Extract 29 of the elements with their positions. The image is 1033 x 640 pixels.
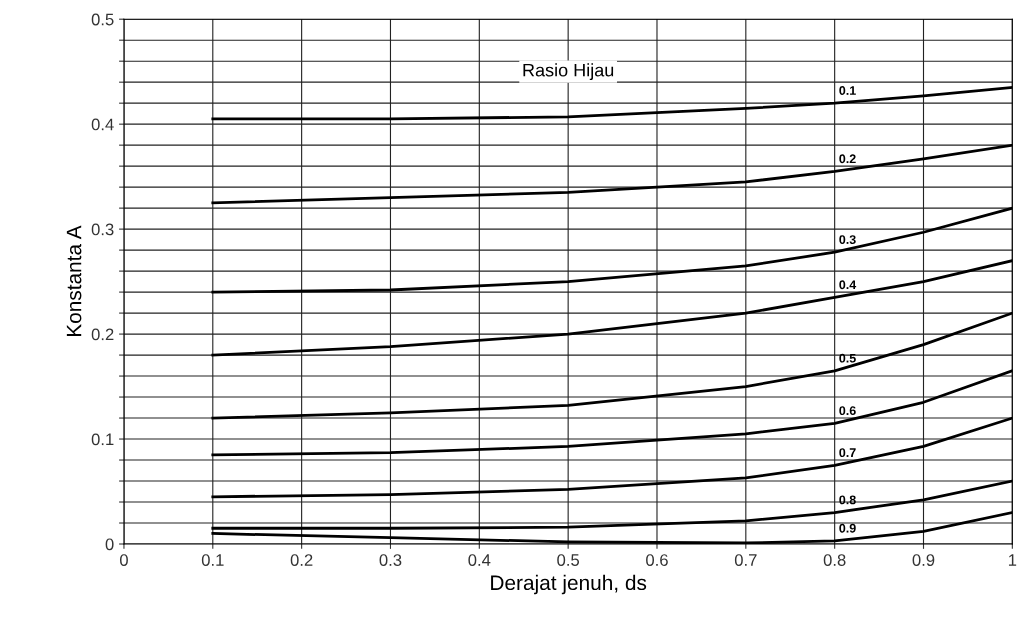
series-label: 0.6	[839, 406, 856, 416]
x-tick-label: 1	[1008, 554, 1017, 566]
series-label: 0.3	[839, 235, 856, 245]
series-label: 0.9	[839, 523, 856, 533]
series-label: 0.5	[839, 353, 856, 363]
x-tick-label: 0.1	[201, 554, 224, 566]
series-label: 0.4	[839, 280, 857, 290]
x-tick-label: 0.8	[823, 554, 846, 566]
y-tick-label: 0.3	[91, 223, 114, 236]
x-tick-label: 0	[119, 554, 128, 566]
y-tick-label: 0.1	[91, 433, 114, 446]
series-label: 0.2	[839, 154, 856, 164]
y-tick-label: 0.4	[91, 118, 114, 131]
x-tick-label: 0.9	[912, 554, 935, 566]
x-tick-label: 0.7	[734, 554, 757, 566]
x-tick-label: 0.2	[290, 554, 313, 566]
x-axis-title: Derajat jenuh, ds	[491, 574, 647, 595]
series-label: 0.1	[839, 86, 856, 95]
y-tick-label: 0.2	[91, 328, 114, 341]
x-tick-label: 0.3	[379, 554, 402, 566]
x-tick-label: 0.6	[646, 554, 668, 566]
legend-title: Rasio Hijau	[523, 63, 614, 81]
y-tick-label: 0	[105, 538, 114, 551]
series-label: 0.8	[839, 495, 856, 505]
y-axis-title: Konstanta A	[66, 225, 82, 337]
y-tick-label: 0.5	[91, 13, 114, 26]
x-tick-label: 0.4	[468, 554, 491, 566]
series-label: 0.7	[839, 448, 856, 458]
x-tick-label: 0.5	[557, 554, 580, 566]
